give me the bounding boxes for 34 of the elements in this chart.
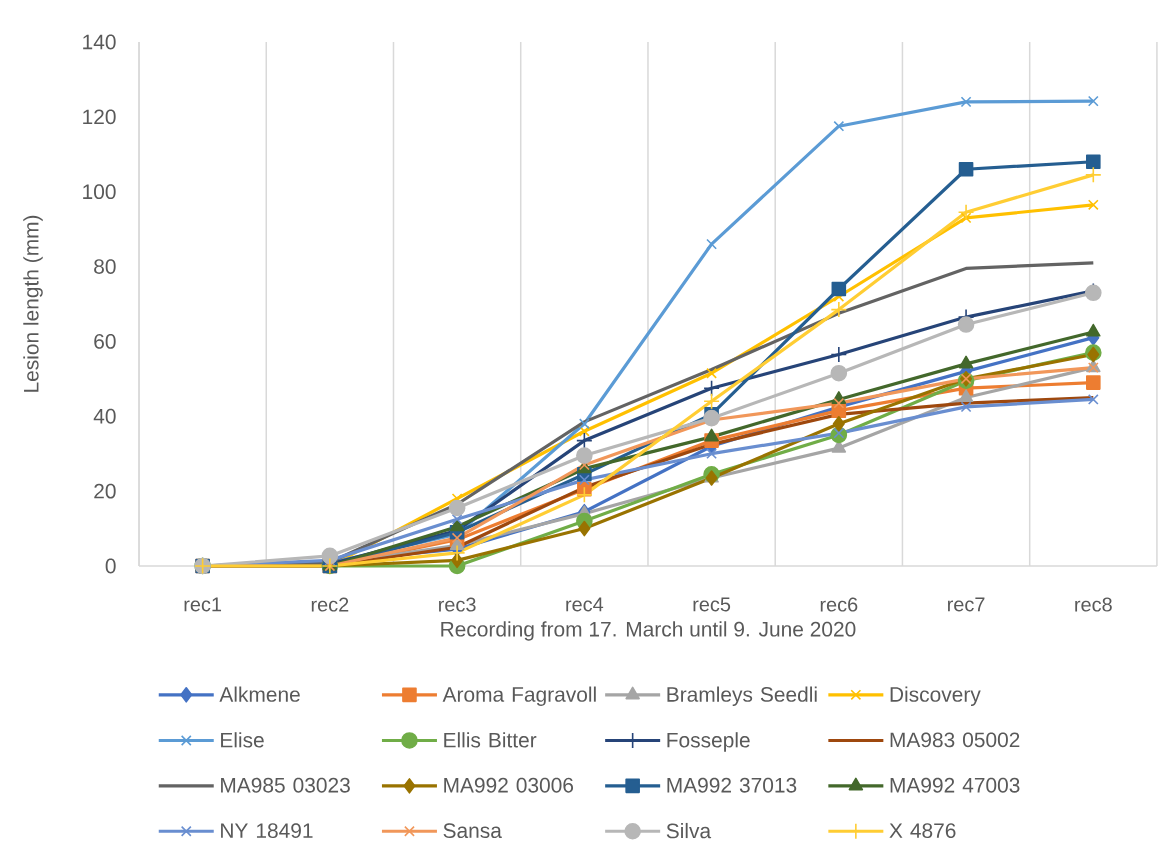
legend-label: Silva bbox=[666, 822, 712, 839]
legend-label: Discovery bbox=[890, 686, 981, 707]
y-tick-label: 0 bbox=[105, 558, 116, 574]
legend-label: Elise bbox=[221, 732, 264, 748]
y-axis-title: Lesion length (mm) bbox=[23, 215, 43, 392]
y-tick-label: 120 bbox=[83, 109, 116, 125]
legend-label: X 4876 bbox=[889, 823, 956, 839]
legend-label: Bramleys Seedli bbox=[667, 686, 817, 707]
legend-label: MA992 37013 bbox=[667, 777, 797, 793]
legend-label: Alkmene bbox=[219, 686, 300, 702]
x-tick-label: rec1 bbox=[184, 597, 222, 612]
legend-label: Ellis Bitter bbox=[444, 732, 537, 748]
y-tick-label: 40 bbox=[93, 408, 116, 424]
legend-label: MA992 47003 bbox=[890, 777, 1020, 793]
x-tick-label: rec4 bbox=[566, 597, 604, 612]
y-tick-label: 20 bbox=[94, 483, 116, 499]
y-tick-label: 60 bbox=[94, 334, 116, 349]
y-tick-label: 140 bbox=[83, 34, 116, 50]
x-tick-label: rec8 bbox=[1075, 597, 1112, 612]
x-axis-title: Recording from 17. March until 9. June 2020 bbox=[441, 621, 856, 641]
legend-label: NY 18491 bbox=[221, 823, 313, 839]
legend-label: MA985 03023 bbox=[221, 777, 350, 793]
legend-label: MA992 03006 bbox=[444, 777, 574, 793]
x-tick-label: rec7 bbox=[948, 597, 985, 612]
x-tick-label: rec5 bbox=[693, 597, 731, 612]
x-tick-label: rec2 bbox=[311, 597, 349, 612]
x-tick-label: rec6 bbox=[820, 597, 858, 612]
legend-label: Fosseple bbox=[667, 732, 750, 752]
x-tick-label: rec3 bbox=[439, 597, 476, 612]
legend-label: MA983 05002 bbox=[890, 732, 1020, 748]
y-tick-label: 100 bbox=[83, 184, 116, 200]
legend-label: Aroma Fagravoll bbox=[442, 686, 596, 707]
y-tick-label: 80 bbox=[94, 259, 116, 274]
legend-label: Sansa bbox=[443, 823, 502, 839]
